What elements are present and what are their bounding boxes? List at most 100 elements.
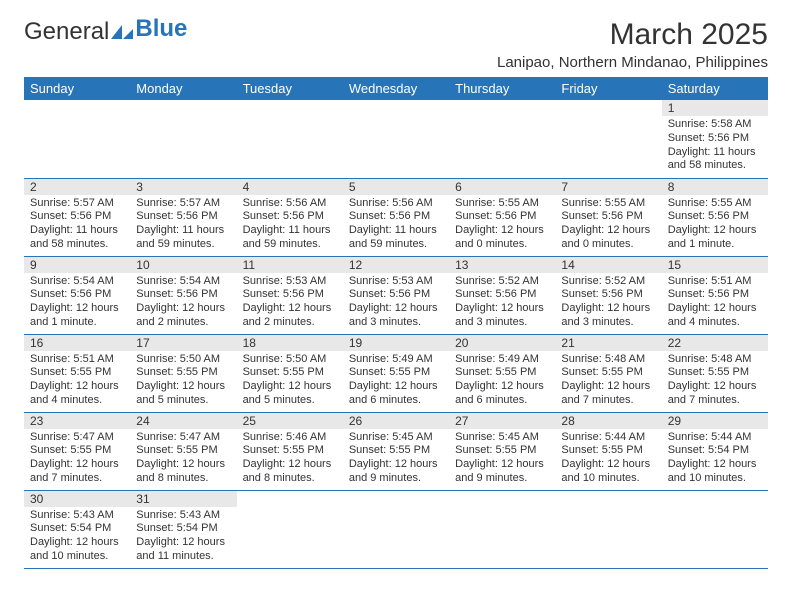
day-details: Sunrise: 5:45 AMSunset: 5:55 PMDaylight:… (449, 429, 555, 490)
calendar-cell (237, 490, 343, 568)
logo: General Blue (24, 18, 187, 46)
logo-text-1: General (24, 18, 109, 46)
day-details: Sunrise: 5:58 AMSunset: 5:56 PMDaylight:… (662, 116, 768, 177)
day-details: Sunrise: 5:53 AMSunset: 5:56 PMDaylight:… (343, 273, 449, 334)
day-details: Sunrise: 5:48 AMSunset: 5:55 PMDaylight:… (555, 351, 661, 412)
weekday-header: Saturday (662, 77, 768, 100)
calendar-cell: 14Sunrise: 5:52 AMSunset: 5:56 PMDayligh… (555, 256, 661, 334)
day-details: Sunrise: 5:48 AMSunset: 5:55 PMDaylight:… (662, 351, 768, 412)
day-number: 27 (449, 413, 555, 429)
day-details: Sunrise: 5:51 AMSunset: 5:55 PMDaylight:… (24, 351, 130, 412)
calendar-table: SundayMondayTuesdayWednesdayThursdayFrid… (24, 77, 768, 569)
day-details: Sunrise: 5:44 AMSunset: 5:55 PMDaylight:… (555, 429, 661, 490)
logo-sail-icon (111, 25, 133, 39)
day-details: Sunrise: 5:43 AMSunset: 5:54 PMDaylight:… (24, 507, 130, 568)
calendar-cell: 30Sunrise: 5:43 AMSunset: 5:54 PMDayligh… (24, 490, 130, 568)
weekday-header: Friday (555, 77, 661, 100)
logo-text-2: Blue (135, 15, 187, 42)
calendar-cell (662, 490, 768, 568)
day-number: 16 (24, 335, 130, 351)
day-number: 2 (24, 179, 130, 195)
calendar-cell: 22Sunrise: 5:48 AMSunset: 5:55 PMDayligh… (662, 334, 768, 412)
day-number: 8 (662, 179, 768, 195)
calendar-cell: 2Sunrise: 5:57 AMSunset: 5:56 PMDaylight… (24, 178, 130, 256)
day-number: 26 (343, 413, 449, 429)
day-number: 22 (662, 335, 768, 351)
calendar-cell: 31Sunrise: 5:43 AMSunset: 5:54 PMDayligh… (130, 490, 236, 568)
calendar-cell: 19Sunrise: 5:49 AMSunset: 5:55 PMDayligh… (343, 334, 449, 412)
weekday-header: Sunday (24, 77, 130, 100)
day-number: 31 (130, 491, 236, 507)
day-details: Sunrise: 5:57 AMSunset: 5:56 PMDaylight:… (130, 195, 236, 256)
day-number: 10 (130, 257, 236, 273)
day-number: 11 (237, 257, 343, 273)
calendar-cell (343, 490, 449, 568)
day-number: 20 (449, 335, 555, 351)
day-number: 7 (555, 179, 661, 195)
calendar-cell: 10Sunrise: 5:54 AMSunset: 5:56 PMDayligh… (130, 256, 236, 334)
day-number: 13 (449, 257, 555, 273)
day-number: 5 (343, 179, 449, 195)
day-details: Sunrise: 5:52 AMSunset: 5:56 PMDaylight:… (449, 273, 555, 334)
day-details: Sunrise: 5:46 AMSunset: 5:55 PMDaylight:… (237, 429, 343, 490)
day-number: 18 (237, 335, 343, 351)
day-details: Sunrise: 5:52 AMSunset: 5:56 PMDaylight:… (555, 273, 661, 334)
day-details: Sunrise: 5:54 AMSunset: 5:56 PMDaylight:… (130, 273, 236, 334)
calendar-cell: 28Sunrise: 5:44 AMSunset: 5:55 PMDayligh… (555, 412, 661, 490)
calendar-cell: 16Sunrise: 5:51 AMSunset: 5:55 PMDayligh… (24, 334, 130, 412)
calendar-cell (24, 100, 130, 178)
calendar-cell: 4Sunrise: 5:56 AMSunset: 5:56 PMDaylight… (237, 178, 343, 256)
calendar-cell: 7Sunrise: 5:55 AMSunset: 5:56 PMDaylight… (555, 178, 661, 256)
location-subtitle: Lanipao, Northern Mindanao, Philippines (497, 54, 768, 71)
day-number: 14 (555, 257, 661, 273)
calendar-cell (343, 100, 449, 178)
day-number: 6 (449, 179, 555, 195)
calendar-cell: 18Sunrise: 5:50 AMSunset: 5:55 PMDayligh… (237, 334, 343, 412)
calendar-cell: 29Sunrise: 5:44 AMSunset: 5:54 PMDayligh… (662, 412, 768, 490)
day-number: 23 (24, 413, 130, 429)
day-number: 24 (130, 413, 236, 429)
day-details: Sunrise: 5:55 AMSunset: 5:56 PMDaylight:… (449, 195, 555, 256)
calendar-cell: 21Sunrise: 5:48 AMSunset: 5:55 PMDayligh… (555, 334, 661, 412)
calendar-cell: 23Sunrise: 5:47 AMSunset: 5:55 PMDayligh… (24, 412, 130, 490)
day-details: Sunrise: 5:53 AMSunset: 5:56 PMDaylight:… (237, 273, 343, 334)
calendar-cell: 26Sunrise: 5:45 AMSunset: 5:55 PMDayligh… (343, 412, 449, 490)
calendar-cell: 5Sunrise: 5:56 AMSunset: 5:56 PMDaylight… (343, 178, 449, 256)
day-number: 15 (662, 257, 768, 273)
calendar-cell: 3Sunrise: 5:57 AMSunset: 5:56 PMDaylight… (130, 178, 236, 256)
day-details: Sunrise: 5:47 AMSunset: 5:55 PMDaylight:… (130, 429, 236, 490)
day-details: Sunrise: 5:55 AMSunset: 5:56 PMDaylight:… (555, 195, 661, 256)
day-details: Sunrise: 5:55 AMSunset: 5:56 PMDaylight:… (662, 195, 768, 256)
day-number: 30 (24, 491, 130, 507)
calendar-cell (555, 100, 661, 178)
calendar-cell (449, 100, 555, 178)
day-details: Sunrise: 5:49 AMSunset: 5:55 PMDaylight:… (343, 351, 449, 412)
day-details: Sunrise: 5:57 AMSunset: 5:56 PMDaylight:… (24, 195, 130, 256)
day-details: Sunrise: 5:50 AMSunset: 5:55 PMDaylight:… (237, 351, 343, 412)
calendar-cell (555, 490, 661, 568)
day-details: Sunrise: 5:51 AMSunset: 5:56 PMDaylight:… (662, 273, 768, 334)
day-number: 25 (237, 413, 343, 429)
day-number: 21 (555, 335, 661, 351)
calendar-cell: 27Sunrise: 5:45 AMSunset: 5:55 PMDayligh… (449, 412, 555, 490)
day-details: Sunrise: 5:45 AMSunset: 5:55 PMDaylight:… (343, 429, 449, 490)
weekday-header: Monday (130, 77, 236, 100)
calendar-cell: 25Sunrise: 5:46 AMSunset: 5:55 PMDayligh… (237, 412, 343, 490)
day-details: Sunrise: 5:54 AMSunset: 5:56 PMDaylight:… (24, 273, 130, 334)
weekday-header: Thursday (449, 77, 555, 100)
day-details: Sunrise: 5:44 AMSunset: 5:54 PMDaylight:… (662, 429, 768, 490)
day-details: Sunrise: 5:49 AMSunset: 5:55 PMDaylight:… (449, 351, 555, 412)
day-number: 29 (662, 413, 768, 429)
day-details: Sunrise: 5:50 AMSunset: 5:55 PMDaylight:… (130, 351, 236, 412)
day-details: Sunrise: 5:56 AMSunset: 5:56 PMDaylight:… (237, 195, 343, 256)
day-number: 19 (343, 335, 449, 351)
day-number: 9 (24, 257, 130, 273)
calendar-cell: 6Sunrise: 5:55 AMSunset: 5:56 PMDaylight… (449, 178, 555, 256)
calendar-cell (237, 100, 343, 178)
day-details: Sunrise: 5:43 AMSunset: 5:54 PMDaylight:… (130, 507, 236, 568)
calendar-cell: 20Sunrise: 5:49 AMSunset: 5:55 PMDayligh… (449, 334, 555, 412)
calendar-cell: 1Sunrise: 5:58 AMSunset: 5:56 PMDaylight… (662, 100, 768, 178)
calendar-cell: 15Sunrise: 5:51 AMSunset: 5:56 PMDayligh… (662, 256, 768, 334)
calendar-cell: 24Sunrise: 5:47 AMSunset: 5:55 PMDayligh… (130, 412, 236, 490)
calendar-cell (449, 490, 555, 568)
